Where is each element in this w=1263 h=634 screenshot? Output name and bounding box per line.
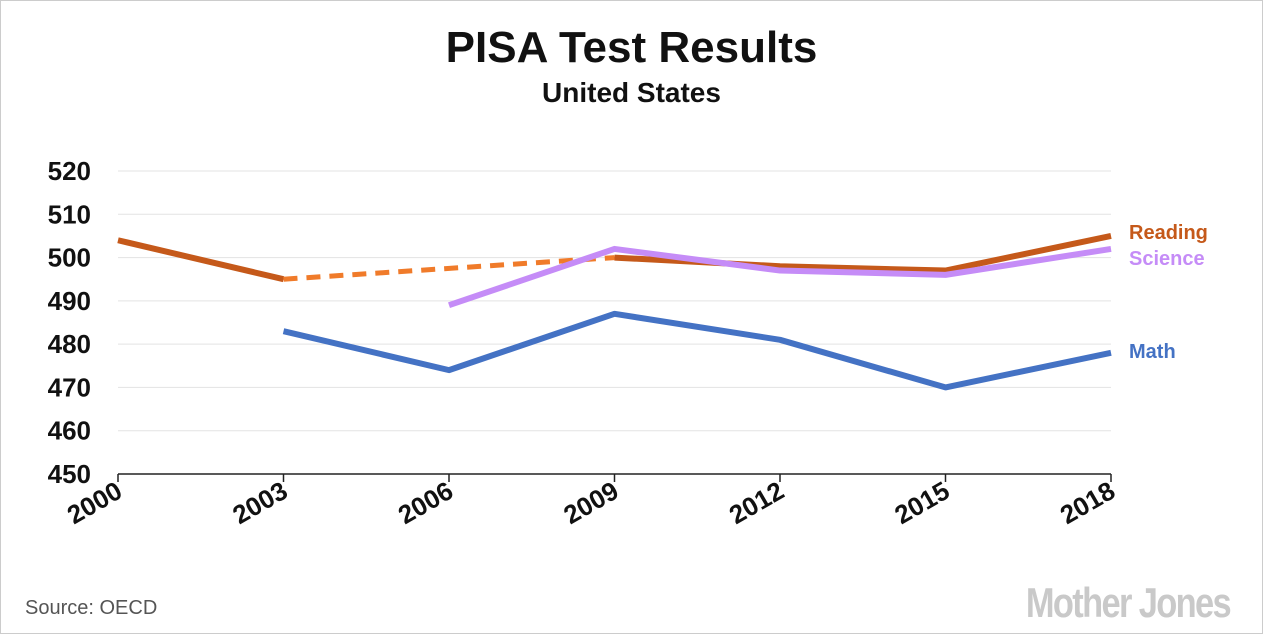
y-tick-label: 520 (48, 156, 91, 186)
x-tick-label: 2009 (558, 475, 623, 530)
x-tick-label: 2006 (393, 475, 458, 530)
legend-label-math: Math (1129, 341, 1176, 363)
y-tick-label: 450 (48, 459, 91, 489)
y-tick-label: 500 (48, 243, 91, 273)
chart-subtitle: United States (542, 77, 721, 108)
y-tick-label: 480 (48, 329, 91, 359)
source-note: Source: OECD (25, 597, 158, 619)
x-tick-label: 2018 (1055, 475, 1120, 530)
series-dashed-reading (283, 255, 615, 282)
y-tick-label: 460 (48, 416, 91, 446)
legend-label-reading: Reading (1129, 222, 1208, 244)
y-tick-label: 510 (48, 199, 91, 229)
series-line-math (282, 310, 1112, 391)
x-tick-label: 2015 (889, 475, 954, 530)
y-tick-label: 470 (48, 372, 91, 402)
x-tick-label: 2003 (227, 475, 292, 530)
series-line-reading (614, 232, 1112, 274)
legend-label-science: Science (1129, 248, 1205, 270)
chart-title: PISA Test Results (445, 23, 818, 72)
x-tick-label: 2012 (724, 475, 789, 530)
series-line-reading (117, 237, 285, 283)
series-line-science (448, 245, 1112, 309)
mother-jones-logo: Mother Jones (1025, 579, 1232, 626)
y-tick-label: 490 (48, 286, 91, 316)
